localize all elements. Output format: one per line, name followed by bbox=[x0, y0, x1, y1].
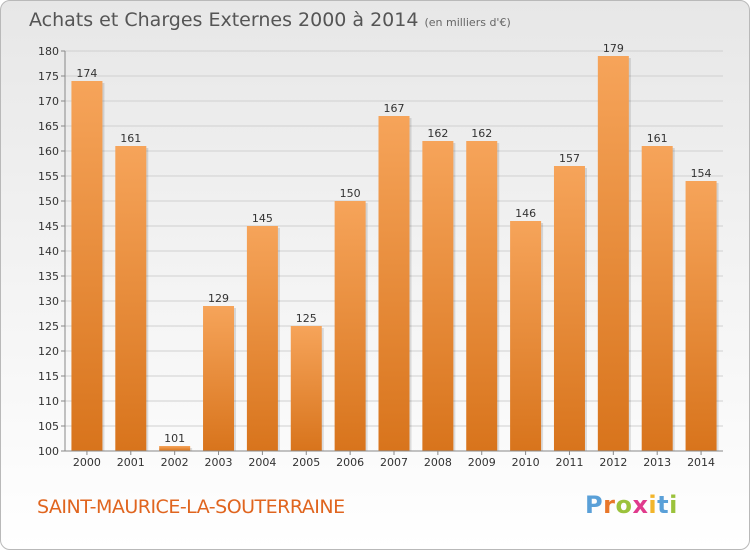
logo-letter: i bbox=[648, 491, 658, 519]
axes: 100 105 110 115 120 125 130 135 140 145 150 155 160 1… bbox=[38, 45, 723, 469]
bar-2006 bbox=[334, 201, 366, 451]
town-name: SAINT-MAURICE-LA-SOUTERRAINE bbox=[37, 496, 345, 518]
x-tick-label: 2010 bbox=[512, 456, 540, 469]
data-label: 162 bbox=[471, 127, 492, 140]
logo-letter: P bbox=[585, 491, 604, 519]
data-label: 129 bbox=[208, 292, 229, 305]
bar-2009 bbox=[466, 141, 498, 451]
data-label: 145 bbox=[252, 212, 273, 225]
y-tick-label: 130 bbox=[38, 295, 59, 308]
bar-2001 bbox=[115, 146, 147, 451]
bars bbox=[71, 56, 719, 451]
y-tick-label: 180 bbox=[38, 45, 59, 58]
data-label: 174 bbox=[76, 67, 97, 80]
logo-letter: o bbox=[615, 491, 633, 519]
y-tick-label: 110 bbox=[38, 395, 59, 408]
bar-2013 bbox=[641, 146, 673, 451]
y-tick-label: 155 bbox=[38, 170, 59, 183]
logo-letter: t bbox=[657, 491, 670, 519]
x-tick-label: 2014 bbox=[687, 456, 715, 469]
data-label: 146 bbox=[515, 207, 536, 220]
x-tick-label: 2005 bbox=[292, 456, 320, 469]
bar-2000 bbox=[71, 81, 103, 451]
x-tick-label: 2003 bbox=[205, 456, 233, 469]
data-label: 125 bbox=[296, 312, 317, 325]
bar-2008 bbox=[422, 141, 454, 451]
x-tick-label: 2004 bbox=[248, 456, 276, 469]
data-label: 179 bbox=[603, 42, 624, 55]
y-tick-label: 115 bbox=[38, 370, 59, 383]
x-tick-label: 2011 bbox=[555, 456, 583, 469]
data-labels: 174 161 101 129 145 125 150 167 162 162 146 157 179 1… bbox=[76, 42, 711, 445]
chart-title: Achats et Charges Externes 2000 à 2014 (e… bbox=[29, 9, 511, 31]
bar-2007 bbox=[378, 116, 410, 451]
bar-2005 bbox=[290, 326, 322, 451]
x-tick-label: 2007 bbox=[380, 456, 408, 469]
proxiti-logo: Proxiti bbox=[585, 491, 678, 519]
logo-letter: i bbox=[669, 491, 678, 519]
y-tick-label: 170 bbox=[38, 95, 59, 108]
y-tick-label: 165 bbox=[38, 120, 59, 133]
data-label: 161 bbox=[647, 132, 668, 145]
bar-2003 bbox=[203, 306, 235, 451]
bar-2014 bbox=[685, 181, 717, 451]
bar-2004 bbox=[246, 226, 278, 451]
data-label: 162 bbox=[427, 127, 448, 140]
logo-letter: x bbox=[632, 491, 649, 519]
logo-letter: r bbox=[603, 491, 616, 519]
bar-2011 bbox=[553, 166, 585, 451]
y-tick-label: 150 bbox=[38, 195, 59, 208]
data-label: 101 bbox=[164, 432, 185, 445]
x-tick-label: 2001 bbox=[117, 456, 145, 469]
y-tick-label: 175 bbox=[38, 70, 59, 83]
chart-unit: (en milliers d'€) bbox=[424, 16, 511, 29]
x-tick-label: 2006 bbox=[336, 456, 364, 469]
x-tick-label: 2000 bbox=[73, 456, 101, 469]
y-tick-label: 160 bbox=[38, 145, 59, 158]
data-label: 154 bbox=[691, 167, 712, 180]
y-tick-label: 145 bbox=[38, 220, 59, 233]
y-tick-label: 140 bbox=[38, 245, 59, 258]
y-tick-label: 135 bbox=[38, 270, 59, 283]
data-label: 157 bbox=[559, 152, 580, 165]
bar-2012 bbox=[597, 56, 629, 451]
x-tick-label: 2008 bbox=[424, 456, 452, 469]
y-tick-label: 125 bbox=[38, 320, 59, 333]
data-label: 167 bbox=[384, 102, 405, 115]
x-tick-label: 2012 bbox=[599, 456, 627, 469]
chart-title-text: Achats et Charges Externes 2000 à 2014 bbox=[29, 9, 419, 31]
x-tick-label: 2009 bbox=[468, 456, 496, 469]
data-label: 161 bbox=[120, 132, 141, 145]
y-tick-label: 120 bbox=[38, 345, 59, 358]
x-tick-label: 2013 bbox=[643, 456, 671, 469]
data-label: 150 bbox=[340, 187, 361, 200]
x-tick-label: 2002 bbox=[161, 456, 189, 469]
bar-2010 bbox=[510, 221, 542, 451]
bar-2002 bbox=[159, 446, 191, 451]
y-tick-label: 105 bbox=[38, 420, 59, 433]
y-tick-label: 100 bbox=[38, 445, 59, 458]
